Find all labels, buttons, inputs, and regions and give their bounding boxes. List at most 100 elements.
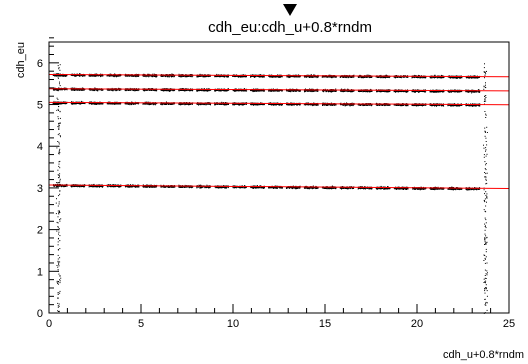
data-point bbox=[476, 188, 478, 190]
data-point bbox=[78, 186, 80, 187]
data-point bbox=[63, 186, 65, 188]
data-point bbox=[313, 187, 314, 189]
data-point bbox=[106, 103, 108, 105]
data-point bbox=[201, 186, 203, 188]
data-point bbox=[204, 187, 206, 189]
data-point bbox=[146, 185, 148, 187]
data-point bbox=[386, 188, 388, 190]
data-point bbox=[436, 188, 438, 190]
data-point bbox=[257, 186, 259, 188]
data-point bbox=[116, 185, 118, 187]
data-point bbox=[149, 185, 151, 187]
data-point bbox=[275, 187, 277, 189]
data-point bbox=[341, 187, 343, 189]
data-point bbox=[152, 185, 154, 187]
data-point bbox=[291, 187, 293, 189]
data-point bbox=[297, 187, 299, 189]
data-point bbox=[119, 186, 120, 188]
data-point bbox=[253, 104, 255, 106]
data-point bbox=[335, 187, 337, 189]
data-point bbox=[218, 103, 220, 105]
data-point bbox=[435, 188, 437, 190]
data-point bbox=[115, 103, 117, 105]
data-point bbox=[144, 103, 145, 104]
data-point bbox=[102, 103, 104, 104]
data-point bbox=[178, 103, 180, 105]
data-point bbox=[312, 185, 314, 187]
data-point bbox=[185, 186, 187, 188]
data-point bbox=[174, 186, 176, 188]
data-point bbox=[99, 186, 101, 188]
data-point bbox=[75, 103, 77, 105]
data-point bbox=[218, 186, 220, 188]
data-point bbox=[97, 186, 99, 188]
data-point bbox=[454, 188, 456, 190]
data-point bbox=[98, 185, 100, 187]
data-point bbox=[431, 188, 433, 190]
data-point bbox=[422, 188, 424, 190]
data-point bbox=[299, 185, 301, 187]
data-point bbox=[90, 185, 92, 187]
data-point bbox=[182, 103, 183, 105]
data-point bbox=[200, 187, 202, 189]
data-point bbox=[178, 104, 180, 106]
data-point bbox=[112, 184, 114, 186]
data-point bbox=[286, 187, 287, 189]
data-point bbox=[147, 103, 149, 105]
data-point bbox=[206, 103, 208, 105]
data-point bbox=[180, 186, 182, 188]
data-point bbox=[84, 103, 86, 105]
data-point bbox=[62, 185, 64, 187]
data-point bbox=[160, 103, 162, 105]
data-point bbox=[147, 184, 149, 186]
data-point bbox=[107, 185, 109, 187]
data-point bbox=[345, 187, 347, 189]
data-point bbox=[208, 187, 210, 189]
data-point bbox=[293, 187, 295, 189]
data-point bbox=[289, 187, 291, 189]
data-point bbox=[235, 103, 236, 105]
data-point bbox=[420, 186, 422, 188]
data-point bbox=[144, 103, 146, 105]
data-point bbox=[215, 186, 216, 188]
data-point bbox=[172, 186, 174, 188]
data-point bbox=[153, 103, 155, 105]
data-point bbox=[348, 187, 350, 189]
data-point bbox=[92, 186, 94, 188]
data-point bbox=[243, 186, 245, 188]
data-point bbox=[152, 186, 153, 188]
data-point bbox=[447, 189, 449, 190]
data-point bbox=[314, 187, 316, 189]
data-point bbox=[234, 104, 236, 106]
data-point bbox=[118, 103, 120, 105]
data-point bbox=[219, 187, 221, 189]
data-point bbox=[253, 187, 255, 188]
data-point bbox=[255, 187, 257, 189]
data-point bbox=[187, 103, 189, 105]
data-point bbox=[216, 186, 218, 188]
data-point bbox=[364, 188, 366, 189]
data-point bbox=[63, 185, 65, 187]
data-point bbox=[405, 186, 407, 188]
data-point bbox=[295, 187, 297, 189]
data-point bbox=[119, 103, 121, 105]
data-point bbox=[92, 185, 94, 187]
data-point bbox=[186, 103, 188, 105]
data-point bbox=[460, 188, 461, 190]
data-point bbox=[368, 187, 370, 189]
data-point bbox=[142, 103, 144, 104]
data-point bbox=[137, 103, 139, 105]
data-point bbox=[96, 186, 97, 188]
data-point bbox=[394, 188, 396, 190]
data-point bbox=[238, 104, 240, 106]
data-point bbox=[184, 184, 186, 186]
data-point bbox=[214, 104, 216, 106]
data-point bbox=[128, 186, 130, 187]
data-point bbox=[125, 186, 126, 187]
data-point bbox=[66, 102, 68, 104]
data-point bbox=[59, 103, 61, 105]
data-point bbox=[160, 184, 162, 186]
data-point bbox=[413, 188, 415, 190]
data-point bbox=[385, 188, 387, 190]
data-point bbox=[220, 186, 222, 188]
